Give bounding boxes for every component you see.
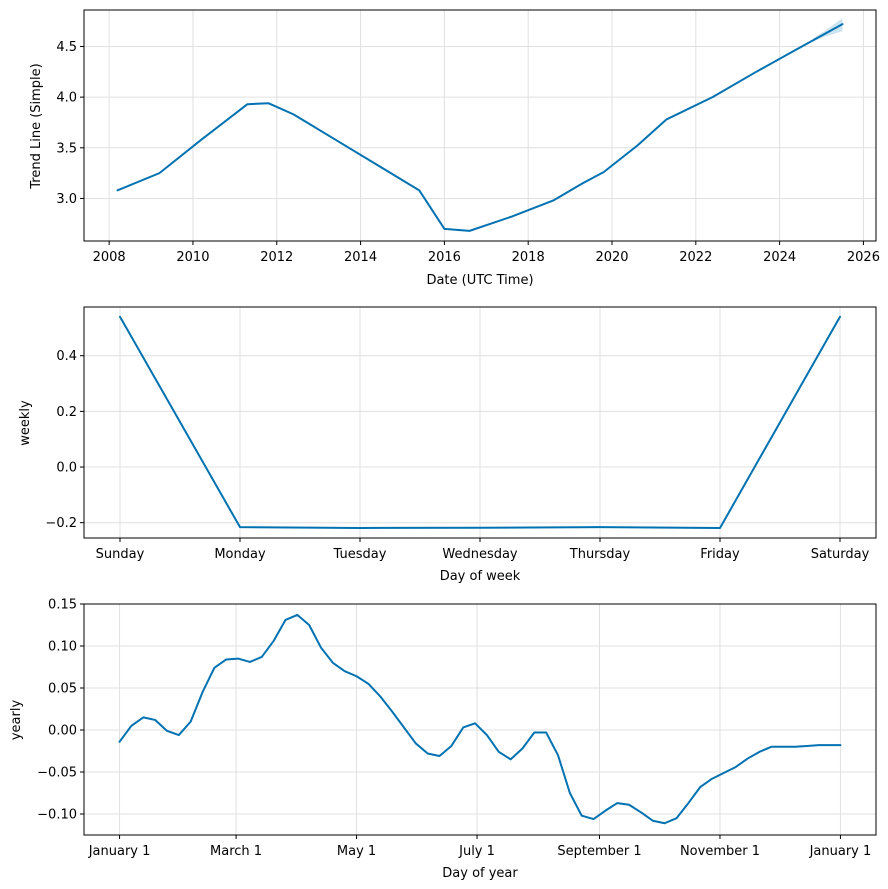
trend-x-tick-label-3: 2014 [344,250,377,265]
yearly-grid [84,603,876,835]
yearly-x-tick-label-6: January 1 [809,844,872,859]
trend-x-tick-label-5: 2018 [512,250,545,265]
weekly-y-tick-label-2: 0.2 [56,405,77,420]
trend-x-tick-label-4: 2016 [428,250,461,265]
yearly-x-tick-label-0: January 1 [88,844,151,859]
trend-panel: 2008 2010 2012 2014 2016 2018 2020 2022 2024 2026… [29,9,880,288]
yearly-plot-frame [83,603,877,836]
weekly-grid [84,307,876,538]
weekly-y-tick-label-0: −0.2 [45,516,77,531]
weekly-line-group [119,315,841,529]
trend-series-line [116,23,844,232]
weekly-panel: Sunday Monday Tuesday Wednesday Thursday Frid… [18,306,877,584]
yearly-x-ticks: January 1 March 1 May 1 July 1 September 1 No… [88,835,872,859]
weekly-x-tick-label-5: Friday [700,547,740,562]
yearly-line-group [118,613,842,825]
weekly-x-tick-label-4: Thursday [569,547,631,562]
trend-x-tick-label-2: 2012 [260,250,293,265]
weekly-x-axis-title: Day of week [440,569,521,584]
yearly-x-tick-label-5: November 1 [680,844,760,859]
trend-grid [84,10,876,241]
weekly-x-tick-label-6: Saturday [811,547,870,562]
trend-y-tick-label-0: 3.0 [56,192,77,207]
weekly-y-tick-label-3: 0.4 [56,349,77,364]
trend-x-tick-label-0: 2008 [93,250,126,265]
yearly-y-axis-title: yearly [9,700,24,741]
trend-x-tick-label-1: 2010 [176,250,209,265]
weekly-y-axis-title: weekly [18,400,33,446]
yearly-y-tick-label-5: 0.15 [48,598,77,613]
yearly-series-line [118,613,842,825]
yearly-x-tick-label-4: September 1 [557,844,641,859]
weekly-x-tick-label-0: Sunday [96,547,145,562]
weekly-y-ticks: −0.2 0.0 0.2 0.4 [45,349,84,531]
yearly-y-tick-label-4: 0.10 [48,640,77,655]
weekly-y-tick-label-1: 0.0 [56,461,77,476]
yearly-y-tick-label-3: 0.05 [48,682,77,697]
yearly-x-tick-label-1: March 1 [210,844,262,859]
trend-x-ticks: 2008 2010 2012 2014 2016 2018 2020 2022 2024 2026 [93,241,880,265]
trend-y-tick-label-3: 4.5 [56,40,77,55]
weekly-x-tick-label-1: Monday [214,547,266,562]
trend-y-ticks: 3.0 3.5 4.0 4.5 [56,40,84,207]
trend-plot-frame [83,9,877,242]
weekly-x-ticks: Sunday Monday Tuesday Wednesday Thursday Frid… [96,538,870,562]
trend-x-tick-label-7: 2022 [679,250,712,265]
yearly-x-tick-label-2: May 1 [337,844,376,859]
trend-x-axis-title: Date (UTC Time) [426,273,533,288]
weekly-x-tick-label-2: Tuesday [333,547,387,562]
yearly-x-axis-title: Day of year [442,866,518,881]
yearly-panel: January 1 March 1 May 1 July 1 September 1 No… [9,598,877,881]
trend-y-tick-label-1: 3.5 [56,141,77,156]
trend-x-tick-label-6: 2020 [595,250,628,265]
trend-line-group [116,23,844,232]
yearly-x-tick-label-3: July 1 [458,844,495,859]
yearly-y-tick-label-0: −0.10 [37,808,77,823]
yearly-y-tick-label-1: −0.05 [37,766,77,781]
trend-x-tick-label-9: 2026 [847,250,880,265]
weekly-x-tick-label-3: Wednesday [442,547,518,562]
trend-y-axis-title: Trend Line (Simple) [29,63,44,189]
yearly-y-tick-label-2: 0.00 [48,724,77,739]
yearly-y-ticks: −0.10 −0.05 0.00 0.05 0.10 0.15 [37,598,84,823]
trend-y-tick-label-2: 4.0 [56,91,77,106]
trend-x-tick-label-8: 2024 [763,250,796,265]
weekly-series-line [119,315,841,529]
